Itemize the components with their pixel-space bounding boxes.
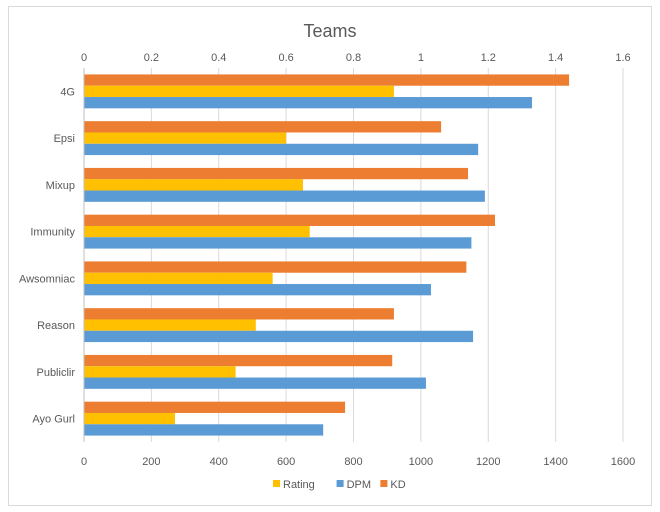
bar-kd xyxy=(84,121,442,133)
bar-dpm xyxy=(84,284,431,296)
legend-label-dpm: DPM xyxy=(347,479,371,491)
chart-frame: Teams 0 0.2 0.4 0.6 0.8 1 1.2 1.4 1.6 0 200 400 600… xyxy=(8,6,652,506)
bar-dpm xyxy=(84,190,485,202)
bar-rating xyxy=(84,132,287,144)
chart-title: Teams xyxy=(303,21,356,41)
category-axis-labels: 4G Epsi Mixup Immunity Awsomniac Reason Public… xyxy=(19,86,76,425)
legend-swatch-dpm xyxy=(336,480,344,487)
top-axis-tick-label: 1.6 xyxy=(615,52,630,64)
top-axis-tick-label: 0.2 xyxy=(144,52,159,64)
top-axis-tick-label: 0.6 xyxy=(278,52,293,64)
legend-label-kd: KD xyxy=(390,479,405,491)
category-label: 4G xyxy=(60,86,75,98)
bottom-axis-ticks: 0 200 400 600 800 1000 1200 1400 1600 xyxy=(81,456,635,468)
top-axis-tick-label: 1.4 xyxy=(548,52,563,64)
legend: Rating DPM KD xyxy=(273,479,406,491)
bar-dpm xyxy=(84,237,472,249)
bar-kd xyxy=(84,214,495,226)
top-axis-tick-label: 0.8 xyxy=(346,52,361,64)
bar-rating xyxy=(84,179,303,191)
bottom-axis-tick-label: 0 xyxy=(81,456,87,468)
bar-kd xyxy=(84,308,394,320)
category-label: Epsi xyxy=(54,133,75,145)
bar-chart: Teams 0 0.2 0.4 0.6 0.8 1 1.2 1.4 1.6 0 200 400 600… xyxy=(19,21,635,491)
bar-dpm xyxy=(84,97,533,109)
bar-dpm xyxy=(84,424,324,436)
bar-rating xyxy=(84,85,394,98)
bottom-axis-tick-label: 400 xyxy=(210,456,228,468)
bottom-axis-tick-label: 1200 xyxy=(476,456,500,468)
bar-rating xyxy=(84,412,175,425)
category-label: Awsomniac xyxy=(19,273,76,285)
bar-kd xyxy=(84,74,570,86)
bottom-axis-tick-label: 600 xyxy=(277,456,295,468)
top-axis-tick-label: 1 xyxy=(418,52,424,64)
category-label: Reason xyxy=(37,320,75,332)
bar-kd xyxy=(84,261,467,273)
top-axis-tick-label: 0.4 xyxy=(211,52,226,64)
top-axis-ticks: 0 0.2 0.4 0.6 0.8 1 1.2 1.4 1.6 xyxy=(81,52,631,64)
bottom-axis-tick-label: 1400 xyxy=(543,456,567,468)
bars xyxy=(84,74,570,436)
bottom-axis-tick-label: 1000 xyxy=(409,456,433,468)
legend-label-rating: Rating xyxy=(283,479,315,491)
bar-dpm xyxy=(84,330,474,343)
category-label: Immunity xyxy=(30,227,75,239)
bottom-axis-tick-label: 1600 xyxy=(611,456,635,468)
bottom-axis-tick-label: 800 xyxy=(344,456,362,468)
bar-rating xyxy=(84,366,236,378)
category-label: Ayo Gurl xyxy=(32,414,75,426)
bar-kd xyxy=(84,167,469,180)
bar-kd xyxy=(84,354,393,367)
category-label: Mixup xyxy=(46,180,75,192)
bar-rating xyxy=(84,225,310,238)
top-axis-tick-label: 1.2 xyxy=(481,52,496,64)
bar-kd xyxy=(84,401,346,413)
bar-rating xyxy=(84,272,273,285)
category-label: Publiclir xyxy=(36,367,75,379)
bar-dpm xyxy=(84,377,426,389)
bottom-axis-tick-label: 200 xyxy=(142,456,160,468)
top-axis-tick-label: 0 xyxy=(81,52,87,64)
legend-swatch-rating xyxy=(273,480,280,487)
bar-dpm xyxy=(84,143,479,156)
legend-swatch-kd xyxy=(380,480,388,487)
bar-rating xyxy=(84,319,256,331)
